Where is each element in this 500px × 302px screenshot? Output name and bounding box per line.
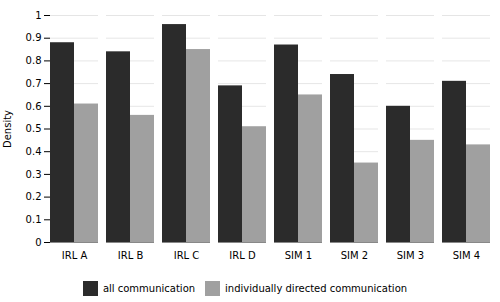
svg-text:0.9: 0.9	[26, 32, 42, 43]
svg-text:IRL C: IRL C	[174, 250, 200, 261]
svg-text:0.7: 0.7	[26, 78, 42, 89]
html-text:all communication: all communication	[102, 283, 196, 294]
svg-text:SIM 1: SIM 1	[285, 250, 312, 261]
svg-text:SIM 2: SIM 2	[341, 250, 368, 261]
svg-text:IRL A: IRL A	[62, 250, 88, 261]
svg-text:0.6: 0.6	[26, 101, 42, 112]
svg-text:0.8: 0.8	[26, 55, 42, 66]
svg-text:0: 0	[35, 237, 41, 248]
svg-text:SIM 4: SIM 4	[453, 250, 480, 261]
svg-text:SIM 3: SIM 3	[397, 250, 424, 261]
svg-text:IRL D: IRL D	[229, 250, 256, 261]
svg-text:Density: Density	[2, 110, 13, 148]
html-text:individually directed communic: individually directed communication	[225, 283, 408, 294]
svg-text:0.1: 0.1	[26, 214, 42, 225]
svg-text:0.2: 0.2	[26, 191, 42, 202]
svg-text:0.4: 0.4	[26, 146, 42, 157]
svg-text:0.5: 0.5	[26, 123, 42, 134]
svg-text:0.3: 0.3	[26, 169, 42, 180]
svg-text:1: 1	[35, 10, 41, 21]
svg-text:IRL B: IRL B	[118, 250, 144, 261]
